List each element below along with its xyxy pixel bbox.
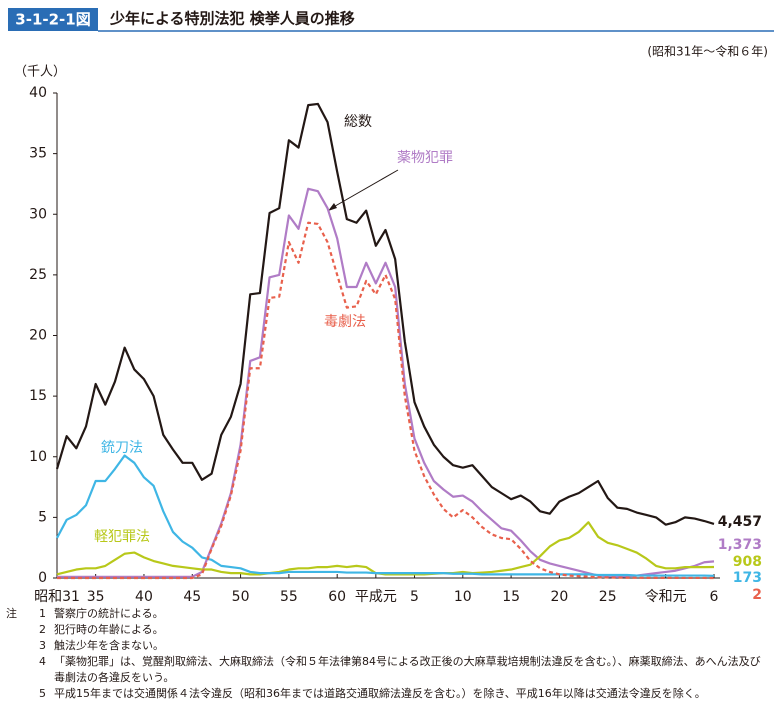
series-label: 軽犯罪法 <box>94 529 150 545</box>
chart: 3-1-2-1図 少年による特別法犯 検挙人員の推移 (昭和31年～令和６年) … <box>8 8 774 605</box>
x-tick-label: 20 <box>550 589 568 605</box>
series-label: 薬物犯罪 <box>397 150 453 166</box>
notes: 注 1 警察庁の統計による。 2 犯行時の年齢による。 3 触法少年を含まない。 4 「薬物犯罪… <box>6 606 768 702</box>
note-text: 「薬物犯罪」は、覚醒剤取締法、大麻取締法（令和５年法律第84号による改正後の大麻… <box>54 655 761 684</box>
y-tick-label: 15 <box>29 388 47 404</box>
x-tick-label: 令和元 <box>645 589 687 605</box>
note: 4 「薬物犯罪」は、覚醒剤取締法、大麻取締法（令和５年法律第84号による改正後の大… <box>6 654 768 686</box>
end-value-label: 908 <box>733 554 762 570</box>
y-tick-label: 25 <box>29 267 47 283</box>
note-label <box>6 654 28 686</box>
y-tick-label: 0 <box>38 570 47 586</box>
series-line <box>56 454 715 577</box>
series-label: 銃刀法 <box>101 440 143 456</box>
y-tick-label: 35 <box>29 146 47 162</box>
x-tick-label: 40 <box>135 589 153 605</box>
x-tick-label: 45 <box>183 589 201 605</box>
note-number: 5 <box>39 687 46 700</box>
note-text: 犯行時の年齢による。 <box>54 623 164 636</box>
end-value-label: 4,457 <box>718 514 762 530</box>
figure-number: 3-1-2-1図 <box>15 11 90 29</box>
x-tick-label: 50 <box>232 589 250 605</box>
x-tick-label: 55 <box>280 589 298 605</box>
note-number: 4 <box>39 655 46 668</box>
series-line <box>55 102 715 526</box>
y-tick-label: 5 <box>38 509 47 525</box>
note-label: 注 <box>6 607 17 620</box>
note-label <box>6 622 28 638</box>
x-tick-label: 25 <box>599 589 617 605</box>
y-tick-label: 40 <box>29 85 47 101</box>
x-tick-label: 5 <box>410 589 419 605</box>
end-value-label: 173 <box>733 570 762 586</box>
x-tick-label: 10 <box>454 589 472 605</box>
note-number: 3 <box>39 639 46 652</box>
y-unit: （千人） <box>14 65 66 80</box>
series-label: 毒劇法 <box>324 314 366 330</box>
x-tick-label: 平成元 <box>355 589 397 605</box>
series-line <box>57 187 715 578</box>
series-line <box>56 521 715 576</box>
note: 2 犯行時の年齢による。 <box>6 622 768 638</box>
end-value-label: 2 <box>752 587 762 603</box>
y-tick-label: 30 <box>29 206 47 222</box>
x-tick-label: 60 <box>328 589 346 605</box>
y-tick-label: 10 <box>29 449 47 465</box>
note-number: 2 <box>39 623 46 636</box>
note-text: 警察庁の統計による。 <box>54 607 164 620</box>
note-text: 平成15年までは交通関係４法令違反（昭和36年までは道路交通取締法違反を含む。）… <box>54 687 706 700</box>
note-label <box>6 686 28 702</box>
note: 5 平成15年までは交通関係４法令違反（昭和36年までは道路交通取締法違反を含む。… <box>6 686 768 702</box>
x-tick-label: 昭和31 <box>34 589 80 605</box>
chart-title: 少年による特別法犯 検挙人員の推移 <box>109 10 355 28</box>
end-value-label: 1,373 <box>718 537 762 553</box>
series-label: 総数 <box>344 114 372 130</box>
note-label <box>6 638 28 654</box>
x-tick-label: 6 <box>710 589 719 605</box>
note-number: 1 <box>39 607 46 620</box>
arrow-head <box>328 203 337 211</box>
figure-badge <box>8 8 98 31</box>
x-tick-label: 35 <box>87 589 105 605</box>
note: 注 1 警察庁の統計による。 <box>6 606 768 622</box>
y-tick-label: 20 <box>29 328 47 344</box>
note: 3 触法少年を含まない。 <box>6 638 768 654</box>
annotation-arrow <box>329 169 399 210</box>
period: (昭和31年～令和６年) <box>647 44 768 59</box>
x-tick-label: 15 <box>502 589 520 605</box>
note-text: 触法少年を含まない。 <box>54 639 164 652</box>
